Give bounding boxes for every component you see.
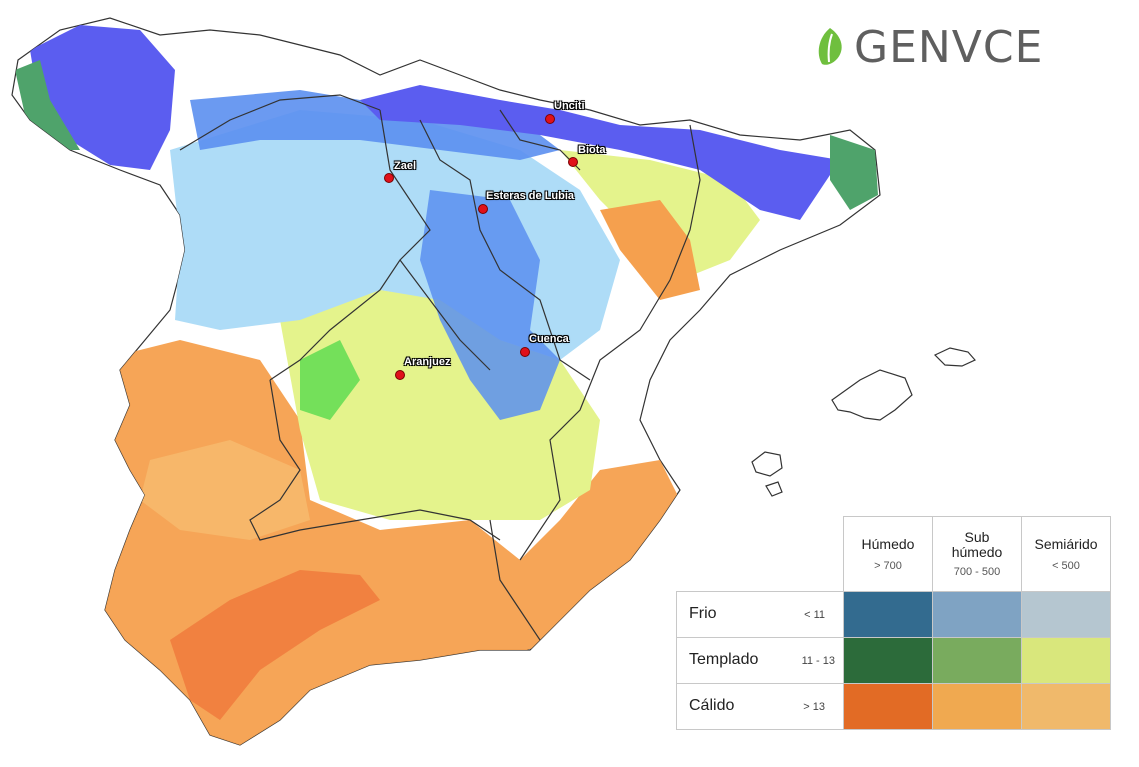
- climate-legend: Húmedo > 700 Sub húmedo 700 - 500 Semiár…: [676, 516, 1124, 740]
- site-label-unciti: Unciti: [554, 100, 585, 112]
- site-dot-biota: [568, 157, 578, 167]
- legend-col-humedo: Húmedo > 700: [843, 516, 933, 592]
- island-menorca: [933, 347, 976, 367]
- legend-col-subhumedo: Sub húmedo 700 - 500: [932, 516, 1022, 592]
- swatch-frio-humedo: [843, 591, 933, 638]
- zone-templado-subhumedo: [300, 340, 360, 420]
- site-label-esteras-de-lubia: Esteras de Lubia: [486, 190, 575, 202]
- site-label-cuenca: Cuenca: [529, 333, 569, 345]
- zone-calido-ne: [600, 200, 700, 300]
- zone-templado-humedo-galicia: [15, 60, 80, 150]
- site-label-aranjuez: Aranjuez: [404, 356, 451, 368]
- swatch-calido-semiarido: [1021, 683, 1111, 730]
- zone-frio-subhumedo: [190, 90, 560, 160]
- site-dot-zael: [384, 173, 394, 183]
- zone-frio-humedo-galicia: [30, 25, 175, 170]
- swatch-templado-semiarido: [1021, 637, 1111, 684]
- zone-frio-humedo-north: [360, 85, 840, 220]
- swatch-templado-subhumedo: [932, 637, 1022, 684]
- zone-calido-humedo: [170, 570, 380, 720]
- legend-table: Húmedo > 700 Sub húmedo 700 - 500 Semiár…: [676, 516, 1111, 730]
- region-borders: [179, 94, 701, 641]
- legend-row-calido: Cálido > 13: [676, 683, 844, 730]
- zone-calido-semiarido: [140, 440, 310, 540]
- swatch-calido-subhumedo: [932, 683, 1022, 730]
- leaf-icon: [818, 28, 842, 65]
- site-label-biota: Biota: [578, 144, 606, 156]
- swatch-frio-subhumedo: [932, 591, 1022, 638]
- island-ibiza: [751, 451, 783, 477]
- brand-name: GENVCE: [854, 22, 1044, 73]
- zone-frio-subhumedo-center: [420, 190, 560, 420]
- site-dot-cuenca: [520, 347, 530, 357]
- legend-col-semiarido: Semiárido < 500: [1021, 516, 1111, 592]
- legend-row-frio: Frio < 11: [676, 591, 844, 638]
- island-mallorca: [831, 369, 913, 421]
- genvce-logo: GENVCE: [812, 22, 1043, 74]
- site-dot-aranjuez: [395, 370, 405, 380]
- site-label-zael: Zael: [394, 160, 417, 172]
- site-dot-esteras-de-lubia: [478, 204, 488, 214]
- site-dot-unciti: [545, 114, 555, 124]
- zone-templado-humedo-catalonia: [830, 135, 878, 210]
- island-formentera: [765, 481, 783, 497]
- swatch-calido-humedo: [843, 683, 933, 730]
- swatch-frio-semiarido: [1021, 591, 1111, 638]
- swatch-templado-humedo: [843, 637, 933, 684]
- legend-row-templado: Templado 11 - 13: [676, 637, 844, 684]
